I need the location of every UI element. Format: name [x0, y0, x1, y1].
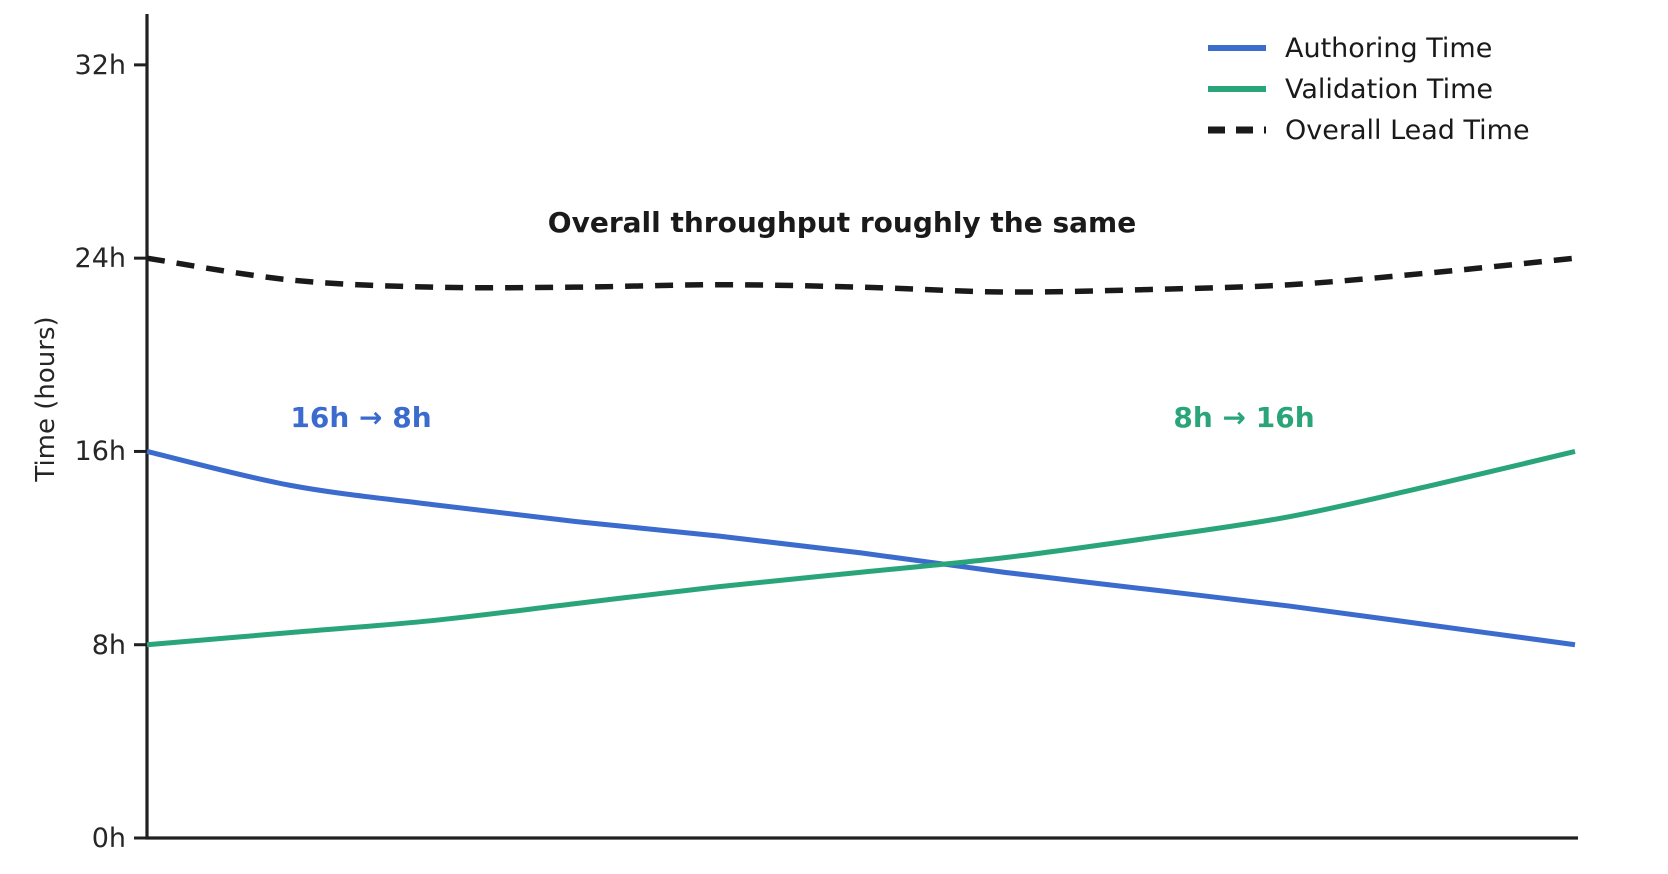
legend-swatch-line [1208, 126, 1266, 134]
y-tick-label: 16h [74, 436, 126, 468]
y-axis-title: Time (hours) [31, 316, 61, 482]
legend-label: Overall Lead Time [1285, 114, 1530, 146]
legend-item-validation-time: Validation Time [1208, 74, 1530, 104]
legend-item-authoring-time: Authoring Time [1208, 33, 1530, 63]
annotation-text: 16h → 8h [290, 401, 432, 434]
series-line-validation-time [146, 449, 1576, 648]
y-tick-label: 24h [74, 243, 126, 275]
annotation-text: 8h → 16h [1173, 401, 1315, 434]
series-line-authoring-time [146, 449, 1576, 648]
legend-swatch-line [1208, 86, 1266, 92]
y-tick-label: 0h [91, 823, 126, 854]
legend-item-overall-lead-time: Overall Lead Time [1208, 115, 1530, 145]
legend-label: Validation Time [1285, 73, 1493, 105]
y-tick-label: 8h [91, 629, 126, 661]
legend-label: Authoring Time [1285, 32, 1493, 64]
legend: Authoring Time Validation Time Overall Lea… [1208, 33, 1530, 145]
legend-swatch-line [1208, 45, 1266, 51]
y-tick-label: 32h [74, 49, 126, 81]
series-line-overall-lead-time [146, 255, 1576, 295]
annotation-text: Overall throughput roughly the same [547, 206, 1137, 239]
